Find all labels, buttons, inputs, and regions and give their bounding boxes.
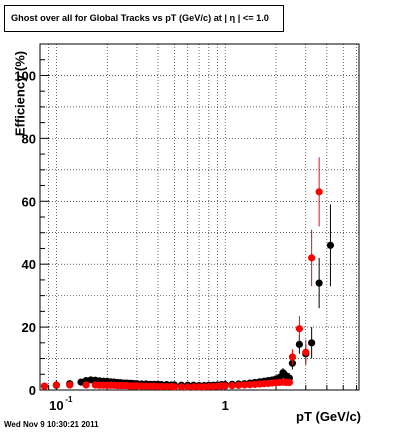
data-point: [228, 381, 236, 390]
data-point: [66, 381, 74, 389]
y-tick-label: 100: [14, 68, 36, 83]
data-point: [302, 348, 310, 356]
data-point: [177, 383, 185, 391]
y-tick-label: 60: [22, 194, 36, 209]
y-axis-label: Efficiency (%): [12, 50, 28, 137]
x-tick-label-exponent: -1: [65, 395, 73, 404]
x-tick-label: 10: [49, 398, 63, 413]
chart-title-box: Ghost over all for Global Tracks vs pT (…: [4, 5, 284, 32]
data-point: [195, 383, 203, 391]
data-point: [295, 340, 303, 348]
data-point: [288, 353, 296, 361]
data-point: [326, 241, 335, 249]
x-axis-label: pT (GeV/c): [296, 409, 362, 424]
data-point: [52, 381, 60, 389]
y-tick-label: 20: [22, 320, 36, 335]
timestamp-footer: Wed Nov 9 10:30:21 2011: [4, 420, 99, 429]
data-point: [308, 339, 316, 347]
data-point: [170, 383, 178, 391]
data-point: [285, 378, 294, 387]
y-axis-ticks: 0 20 40 60 80 100: [14, 43, 49, 398]
data-point: [184, 383, 192, 391]
grid-lines: [39, 44, 359, 390]
y-tick-label: 80: [22, 131, 36, 146]
data-point: [40, 382, 49, 390]
data-point: [315, 279, 323, 287]
data-point: [190, 383, 198, 391]
data-point: [308, 254, 316, 262]
series-1: [40, 157, 323, 391]
data-point: [221, 382, 229, 390]
data-point: [295, 325, 303, 333]
data-point: [82, 381, 90, 389]
data-point: [234, 381, 243, 389]
data-point: [157, 382, 166, 391]
data-point: [240, 381, 249, 389]
data-series: [40, 157, 335, 391]
chart-title: Ghost over all for Global Tracks vs pT (…: [11, 13, 269, 23]
x-tick-label: 1: [222, 398, 229, 413]
y-tick-label: 40: [22, 257, 36, 272]
y-tick-label: 0: [29, 383, 36, 398]
data-point: [315, 188, 323, 196]
